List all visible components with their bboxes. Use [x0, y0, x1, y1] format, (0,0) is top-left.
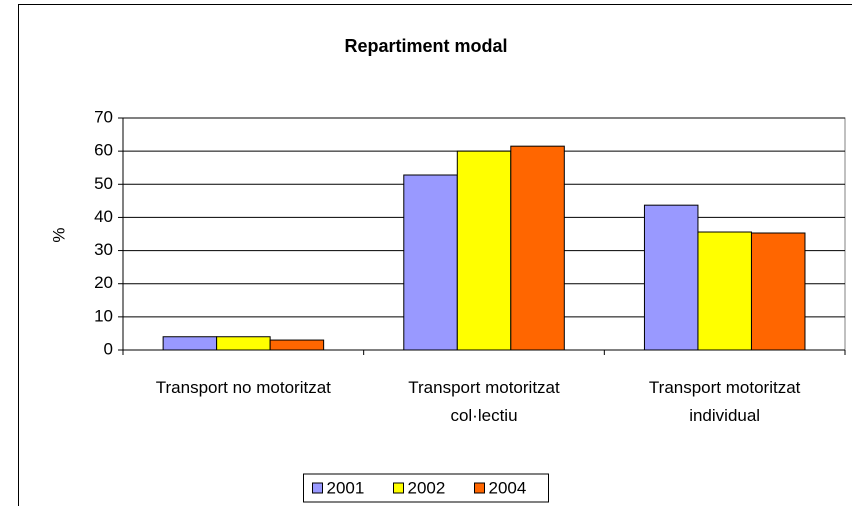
- legend-swatch: [474, 482, 485, 494]
- y-tick-label: 0: [104, 339, 113, 358]
- y-tick-label: 70: [94, 107, 113, 126]
- y-axis-label: %: [49, 227, 68, 242]
- chart-title: Repartiment modal: [344, 36, 507, 56]
- y-tick-label: 30: [94, 240, 113, 259]
- x-tick-label: Transport motoritzat individual: [648, 378, 801, 425]
- x-tick-label: Transport no motoritzat: [155, 378, 331, 397]
- legend-label: 2004: [489, 478, 527, 497]
- y-tick-label: 40: [94, 207, 113, 226]
- y-tick-label: 50: [94, 174, 113, 193]
- x-tick-label: Transport motoritzat col·lectiu: [408, 378, 560, 425]
- legend-label: 2001: [327, 478, 365, 497]
- bar: [750, 232, 806, 351]
- y-tick-label: 60: [94, 141, 113, 160]
- bar: [403, 174, 458, 351]
- bar: [643, 204, 699, 351]
- bar: [456, 150, 512, 351]
- y-tick-label: 10: [94, 306, 113, 325]
- y-tick-label: 20: [94, 273, 113, 292]
- legend-swatch: [312, 482, 323, 494]
- legend-box: [303, 473, 549, 503]
- bar: [697, 231, 752, 351]
- bar: [162, 336, 218, 351]
- legend-label: 2002: [408, 478, 446, 497]
- legend-swatch: [393, 482, 404, 494]
- bar: [510, 145, 565, 351]
- bar: [216, 336, 271, 351]
- bar: [269, 339, 325, 351]
